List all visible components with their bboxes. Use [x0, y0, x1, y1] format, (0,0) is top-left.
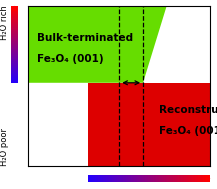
- Text: Fe₃O₄ (001): Fe₃O₄ (001): [159, 126, 217, 136]
- Polygon shape: [28, 6, 167, 83]
- Text: Fe₃O₄ (001): Fe₃O₄ (001): [37, 54, 104, 64]
- Text: H₂O poor: H₂O poor: [0, 128, 9, 166]
- Text: Bulk-terminated: Bulk-terminated: [37, 33, 133, 43]
- Polygon shape: [28, 83, 88, 166]
- Text: Reconstructed: Reconstructed: [159, 105, 217, 115]
- Text: H₂O rich: H₂O rich: [0, 6, 9, 40]
- Polygon shape: [88, 83, 210, 166]
- Polygon shape: [167, 6, 210, 83]
